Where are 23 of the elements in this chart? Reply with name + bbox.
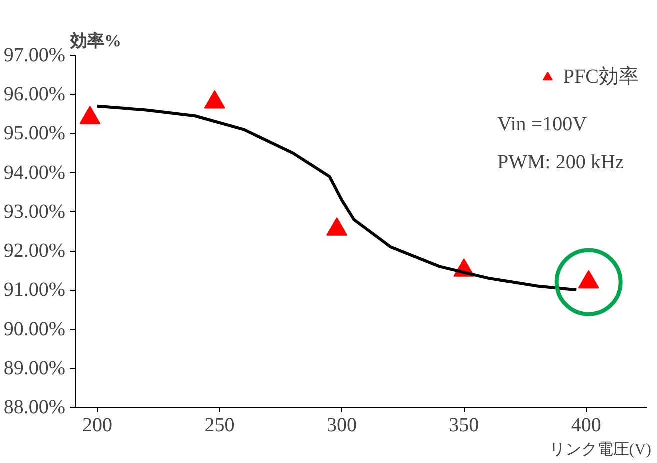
point <box>204 90 226 109</box>
legend-label: PFC効率 <box>563 65 639 90</box>
point <box>80 106 101 124</box>
point <box>326 217 348 236</box>
y-tick-label: 90.00% <box>4 318 66 340</box>
y-tick-label: 94.00% <box>4 162 66 184</box>
y-tick-label: 88.00% <box>4 396 66 418</box>
y-tick-label: 89.00% <box>4 357 66 380</box>
x-tick-label: 300 <box>326 414 357 436</box>
x-tick-label: 350 <box>449 414 480 436</box>
y-tick-label: 95.00% <box>4 122 66 145</box>
x-tick-label: 250 <box>204 414 235 436</box>
y-tick-label: 96.00% <box>4 84 66 106</box>
x-tick-label: 200 <box>82 414 112 436</box>
y-axis-title: 効率% <box>70 32 122 50</box>
y-tick-label: 91.00% <box>4 279 66 302</box>
y-tick-label: 97.00% <box>4 44 66 66</box>
y-tick-label: 92.00% <box>4 240 66 262</box>
y-tick-label: 93.00% <box>4 200 66 223</box>
annotation: Vin =100V <box>498 114 588 136</box>
x-tick-label: 400 <box>571 414 602 436</box>
annotation: PWM: 200 kHz <box>498 152 624 174</box>
x-axis-title: リンク電圧(V) <box>549 442 652 458</box>
